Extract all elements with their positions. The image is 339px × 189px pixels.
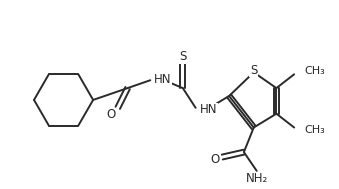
- Text: O: O: [106, 108, 116, 121]
- Text: HN: HN: [200, 103, 217, 116]
- Text: CH₃: CH₃: [304, 66, 325, 76]
- Text: S: S: [179, 50, 186, 63]
- Text: O: O: [211, 153, 220, 166]
- Text: NH₂: NH₂: [245, 172, 268, 185]
- Text: S: S: [250, 64, 257, 77]
- Text: HN: HN: [154, 73, 172, 86]
- Text: CH₃: CH₃: [304, 125, 325, 136]
